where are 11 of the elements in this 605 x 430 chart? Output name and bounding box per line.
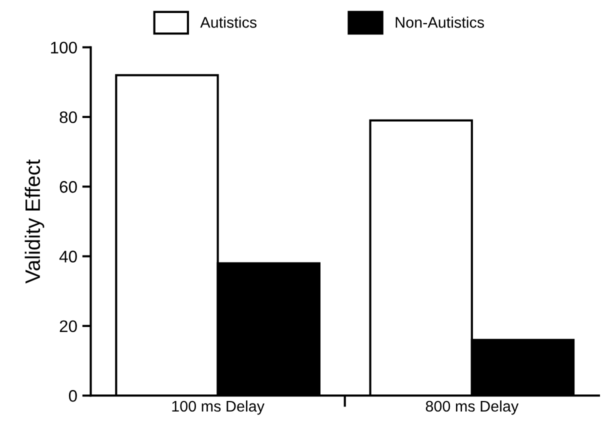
y-tick-label: 60 — [60, 181, 77, 193]
x-tick-label: 800 ms Delay — [426, 400, 519, 415]
x-tick-label: 100 ms Delay — [172, 400, 264, 415]
y-tick-label: 100 — [51, 42, 77, 54]
y-tick-label: 80 — [60, 111, 77, 124]
legend-label: Non-Autistics — [396, 16, 484, 28]
y-tick-label: 40 — [59, 250, 77, 262]
y-axis-title: Validity Effect — [24, 159, 44, 284]
y-tick-label: 0 — [68, 390, 77, 402]
y-tick-label: 20 — [60, 320, 77, 332]
legend-label: Autistics — [200, 16, 256, 28]
